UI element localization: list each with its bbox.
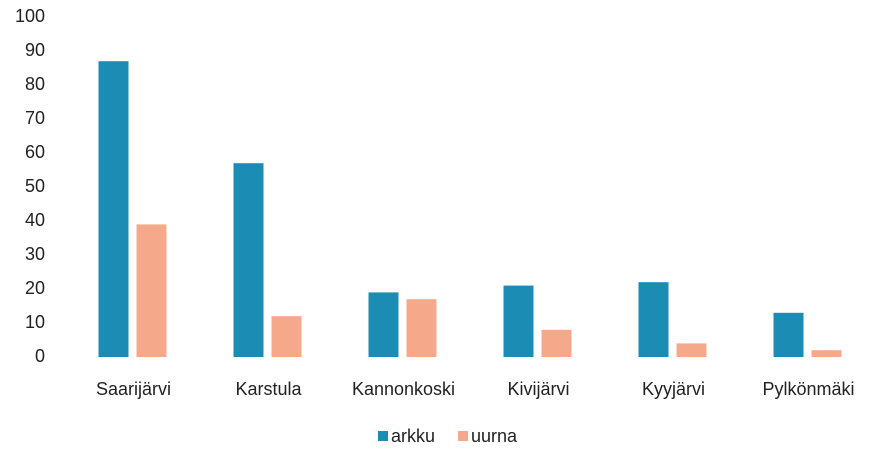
legend-label: arkku: [391, 426, 435, 446]
legend-swatch: [458, 431, 468, 441]
legend-swatch: [378, 431, 388, 441]
y-tick-label: 70: [25, 108, 45, 128]
bar: [541, 329, 572, 357]
x-tick-label: Saarijärvi: [96, 379, 171, 399]
bar: [406, 299, 437, 357]
x-tick-label: Kivijärvi: [507, 379, 569, 399]
bar: [676, 343, 707, 357]
y-tick-label: 10: [25, 312, 45, 332]
bar: [638, 282, 669, 357]
bar: [233, 163, 264, 357]
y-tick-label: 40: [25, 210, 45, 230]
x-tick-label: Karstula: [235, 379, 302, 399]
bar: [98, 61, 129, 357]
bar: [811, 350, 842, 357]
y-tick-label: 30: [25, 244, 45, 264]
y-tick-label: 20: [25, 278, 45, 298]
x-tick-label: Kyyjärvi: [642, 379, 705, 399]
bar: [503, 285, 534, 357]
y-tick-label: 100: [15, 6, 45, 26]
bar: [136, 224, 167, 357]
y-tick-label: 50: [25, 176, 45, 196]
x-tick-label: Pylkönmäki: [762, 379, 854, 399]
bar: [368, 292, 399, 357]
bar: [773, 312, 804, 357]
y-tick-label: 90: [25, 40, 45, 60]
y-tick-label: 0: [35, 346, 45, 366]
x-tick-label: Kannonkoski: [352, 379, 455, 399]
bar: [271, 316, 302, 357]
legend-label: uurna: [471, 426, 518, 446]
y-tick-label: 60: [25, 142, 45, 162]
y-tick-label: 80: [25, 74, 45, 94]
